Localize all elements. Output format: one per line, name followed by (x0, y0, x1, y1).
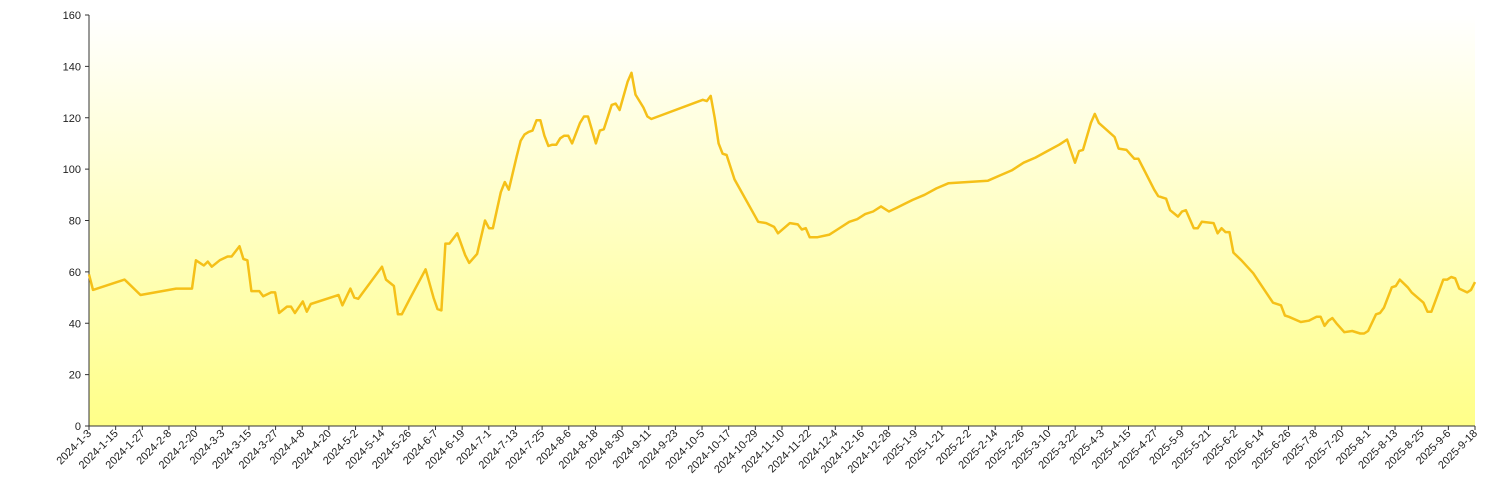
y-tick-label: 80 (69, 216, 81, 228)
y-tick-label: 0 (75, 421, 81, 433)
plot-area (89, 15, 1475, 426)
y-tick-label: 140 (63, 61, 81, 73)
x-axis: 2024-1-32024-1-152024-1-272024-2-82024-2… (54, 425, 1480, 476)
y-tick-label: 100 (63, 164, 81, 176)
y-tick-label: 160 (63, 10, 81, 22)
y-tick-label: 20 (69, 370, 81, 382)
series-line (87, 71, 1477, 335)
y-axis: 0 20 40 60 80 100 120 140 160 (63, 10, 90, 433)
y-tick-label: 60 (69, 267, 81, 279)
y-tick-label: 120 (63, 113, 81, 125)
y-tick-label: 40 (69, 318, 81, 330)
